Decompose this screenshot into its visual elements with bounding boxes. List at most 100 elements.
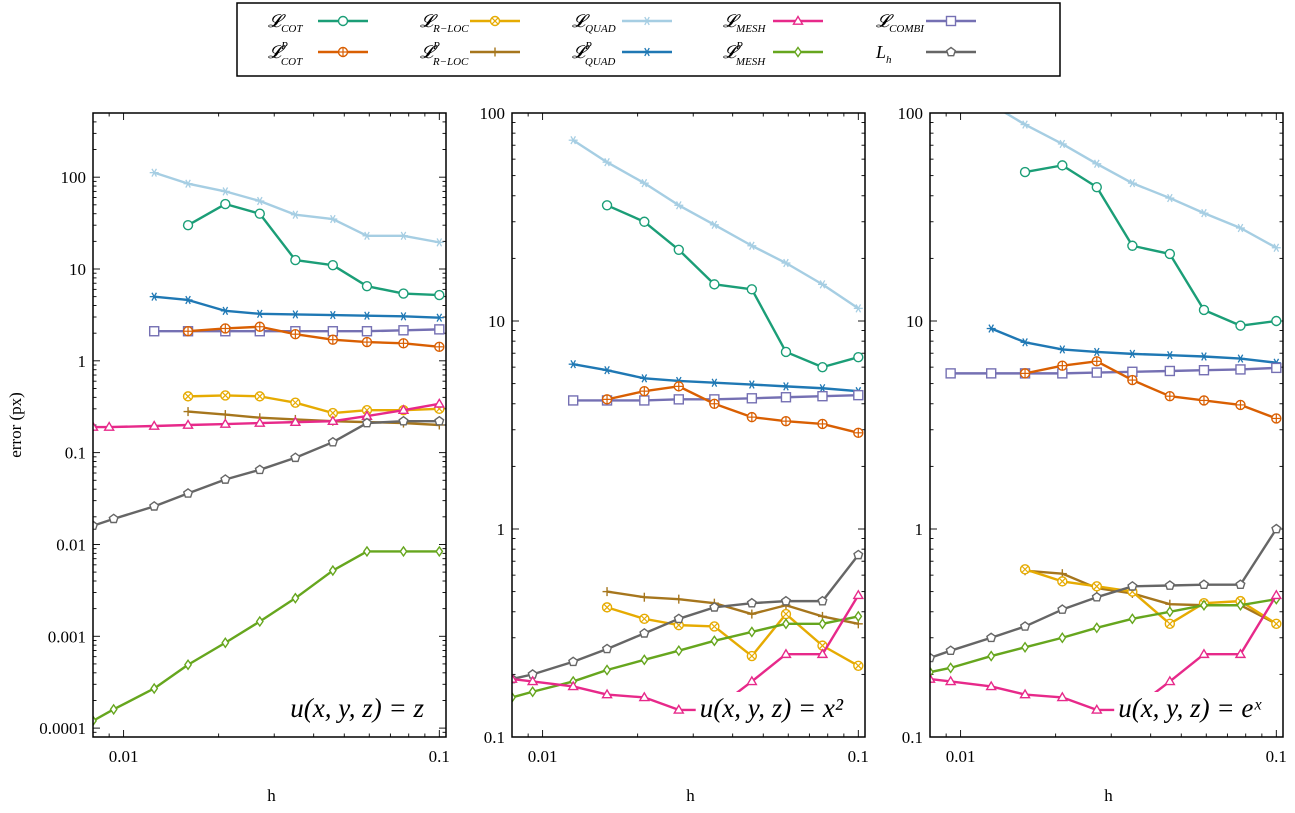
point-mesh-3	[674, 201, 684, 210]
y-tick-label: 1	[78, 352, 87, 371]
point-cot-0	[1019, 166, 1031, 178]
point-meshp-3	[184, 659, 193, 671]
point-quadp-1	[1020, 338, 1030, 347]
point-lh-4	[639, 627, 650, 638]
point-combi-8	[1198, 648, 1210, 659]
point-lh-8	[780, 595, 792, 606]
series-line-cotp	[1024, 360, 1277, 420]
point-mesh-5	[1165, 193, 1175, 203]
legend-label-lh: Lh	[875, 42, 892, 66]
point-combi-10	[852, 589, 865, 600]
y-tick-label: 10	[906, 312, 923, 331]
ticks	[929, 112, 1283, 738]
point-combi-3	[182, 419, 194, 429]
point-meshp-6	[291, 592, 300, 604]
point-mesh-8-arm	[855, 304, 862, 313]
point-combi_sq-2	[639, 395, 650, 406]
point-mesh-7	[398, 231, 408, 241]
legend-label-sub: MESH	[735, 23, 766, 35]
point-quadp-6	[1199, 352, 1209, 361]
point-cotp-6	[817, 418, 828, 430]
legend-swatch-marker-2	[642, 16, 652, 26]
x-axis-label: h	[686, 786, 695, 805]
legend-swatch-marker-6	[490, 47, 500, 57]
point-meshp-8	[362, 545, 371, 558]
point-quad-0	[601, 602, 613, 613]
point-combi-5	[1091, 704, 1103, 714]
series-line-quadp	[572, 362, 859, 393]
legend-label-sub: QUAD	[585, 56, 616, 68]
point-quadp-4-arm	[711, 378, 718, 387]
point-combi-7	[327, 415, 339, 426]
point-quad-7-d2	[854, 662, 862, 670]
point-mesh-5-arm	[749, 241, 755, 250]
point-combi_sq-0	[945, 368, 956, 379]
plot-frame	[929, 112, 1284, 738]
legend-swatch-marker-7-arm	[644, 47, 650, 57]
point-mesh-0-arm	[151, 168, 158, 177]
point-mesh-1-arm	[604, 157, 610, 167]
point-quadp-2-arm	[222, 306, 229, 316]
point-lh-7	[1164, 580, 1175, 590]
point-cot-2	[254, 208, 265, 219]
legend-label-sub: R−LOC	[432, 23, 469, 35]
y-tick-label: 0.1	[484, 728, 505, 747]
x-axis-label: h	[1104, 786, 1113, 805]
point-meshp-8	[781, 618, 790, 630]
point-mesh-1-arm	[1022, 120, 1028, 129]
point-mesh-3-arm	[675, 201, 682, 210]
function-annotation: u(x, y, z) = eˣ	[1118, 693, 1262, 723]
point-cot-3	[709, 279, 720, 290]
point-mesh-3-arm	[256, 196, 263, 206]
point-quadp-2-arm	[641, 374, 648, 383]
point-quadp-3-arm	[256, 309, 263, 319]
point-quad-4	[746, 650, 758, 662]
legend-label-cotp: 𝓛P COT	[268, 40, 303, 68]
point-quad-0	[1019, 564, 1031, 575]
point-meshp-5	[674, 644, 683, 657]
legend-label-sub: COT	[281, 23, 303, 35]
legend-label-sub: h	[886, 54, 892, 66]
legend-label-sub: QUAD	[585, 23, 616, 35]
point-lh-8	[361, 417, 373, 428]
point-quadp-7-arm	[400, 312, 407, 321]
point-combi_sq-5	[327, 326, 339, 337]
series-line-lh	[512, 554, 860, 681]
point-mesh-8	[434, 238, 444, 247]
point-quad-0-d2	[184, 392, 192, 400]
legend-swatch-marker-8	[793, 46, 803, 58]
point-meshp-10	[854, 610, 863, 623]
point-mesh-2	[220, 187, 230, 196]
point-quad-3-d2	[710, 622, 718, 631]
point-quad-2-d2	[256, 392, 264, 400]
point-cotp-1	[639, 385, 650, 397]
annotation-bg	[695, 692, 848, 724]
point-cotp-4	[327, 334, 339, 345]
point-lh-3	[601, 643, 613, 654]
point-quad-5-d2	[363, 406, 371, 414]
point-meshp-0	[93, 715, 98, 727]
legend-swatch-marker-5	[337, 46, 349, 58]
point-cot-6	[817, 361, 828, 373]
legend-label-quadp: 𝓛P QUAD	[572, 40, 615, 68]
legend-swatch-marker-7	[642, 47, 652, 57]
point-meshp-8	[1199, 599, 1208, 611]
point-mesh-0-arm	[989, 100, 994, 108]
legend-label-sub: R−LOC	[432, 56, 469, 68]
point-combi_sq-5	[746, 393, 758, 404]
y-tick-label: 100	[898, 104, 924, 123]
point-mesh-5-arm	[330, 214, 336, 224]
point-cot-1	[1057, 160, 1068, 171]
point-mesh-2	[1057, 139, 1067, 149]
point-mesh-2-arm	[1059, 139, 1066, 149]
point-rlocp-1	[639, 592, 649, 602]
point-cot-7	[434, 289, 445, 301]
point-lh-5	[254, 464, 265, 475]
point-cotp-6	[398, 338, 409, 349]
point-lh-2	[149, 500, 160, 511]
point-quadp-1-arm	[604, 365, 610, 375]
y-tick-label: 100	[61, 168, 87, 187]
point-quadp-6-arm	[364, 311, 370, 320]
point-cotp-4	[746, 411, 758, 423]
point-quad-0-d2	[603, 603, 611, 611]
